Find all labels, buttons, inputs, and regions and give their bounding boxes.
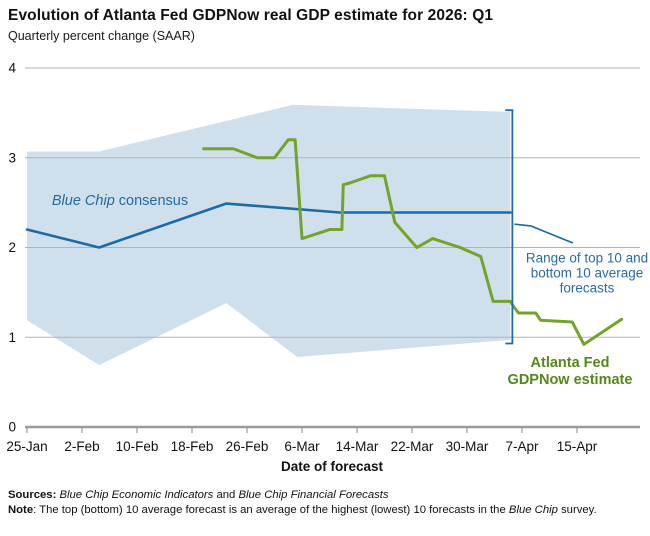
x-tick-label-15-Apr: 15-Apr xyxy=(557,439,598,454)
range-annotation-label: Range of top 10 and bottom 10 average fo… xyxy=(526,250,648,295)
x-tick-label-6-Mar: 6-Mar xyxy=(284,439,320,454)
x-tick-label-7-Apr: 7-Apr xyxy=(505,439,539,454)
note-line: Note: The top (bottom) 10 average foreca… xyxy=(8,504,597,516)
sources-prefix: Sources: xyxy=(8,489,60,501)
range-label-line2: bottom 10 average xyxy=(530,265,644,281)
forecast-range-band xyxy=(27,104,511,366)
x-tick-label-14-Mar: 14-Mar xyxy=(336,439,379,454)
range-leader-line xyxy=(514,223,574,244)
note-prefix: Note xyxy=(8,504,34,516)
gdpnow-estimate-line xyxy=(202,138,624,346)
sources-italic-2: Blue Chip Financial Forecasts xyxy=(238,489,389,501)
x-tick-label-2-Feb: 2-Feb xyxy=(64,439,99,454)
note-colon: : xyxy=(33,504,40,516)
gdpnow-estimate-label: Atlanta Fed GDPNow estimate xyxy=(508,355,633,389)
x-tick-label-22-Mar: 22-Mar xyxy=(391,439,434,454)
range-label-line1: Range of top 10 and xyxy=(525,250,649,266)
y-tick-label-0: 0 xyxy=(8,420,16,435)
note-text-1: The top (bottom) 10 average forecast is … xyxy=(39,504,509,516)
chart-subtitle: Quarterly percent change (SAAR) xyxy=(8,29,195,43)
x-tick-label-26-Feb: 26-Feb xyxy=(226,439,269,454)
range-label-line3: forecasts xyxy=(559,280,615,296)
gdpnow-label-line1: Atlanta Fed xyxy=(530,355,610,372)
y-tick-label-3: 3 xyxy=(8,150,16,165)
chart-title: Evolution of Atlanta Fed GDPNow real GDP… xyxy=(8,7,494,24)
x-tick-label-25-Jan: 25-Jan xyxy=(6,439,47,454)
gdpnow-label-line2: GDPNow estimate xyxy=(507,372,633,388)
sources-and: and xyxy=(213,489,239,501)
note-text-2: survey. xyxy=(557,504,597,516)
blue-chip-consensus-label: Blue Chip consensus xyxy=(52,193,188,209)
range-bracket xyxy=(505,109,514,345)
blue-chip-consensus-line xyxy=(25,202,512,249)
x-tick-label-30-Mar: 30-Mar xyxy=(446,439,489,454)
y-tick-label-1: 1 xyxy=(8,330,16,345)
x-tick-label-18-Feb: 18-Feb xyxy=(171,439,214,454)
x-tick-label-10-Feb: 10-Feb xyxy=(116,439,159,454)
x-axis-title: Date of forecast xyxy=(280,459,384,474)
y-tick-label-2: 2 xyxy=(8,240,16,255)
blue-chip-label-italic: Blue Chip xyxy=(51,193,115,209)
sources-italic-1: Blue Chip Economic Indicators xyxy=(59,489,214,501)
blue-chip-label-regular: consensus xyxy=(114,193,189,209)
note-italic: Blue Chip xyxy=(508,504,558,516)
y-tick-label-4: 4 xyxy=(8,61,16,76)
sources-line: Sources: Blue Chip Economic Indicators a… xyxy=(8,489,389,501)
